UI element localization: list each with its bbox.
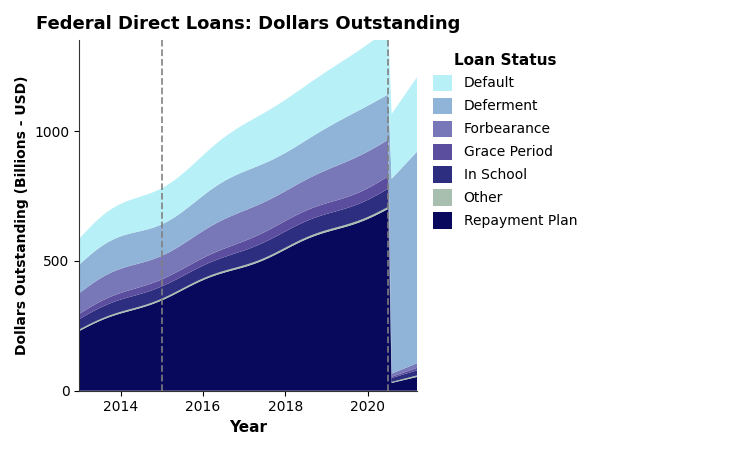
- X-axis label: Year: Year: [230, 420, 267, 435]
- Legend: Default, Deferment, Forbearance, Grace Period, In School, Other, Repayment Plan: Default, Deferment, Forbearance, Grace P…: [427, 47, 583, 234]
- Y-axis label: Dollars Outstanding (Billions - USD): Dollars Outstanding (Billions - USD): [15, 76, 29, 355]
- Title: Federal Direct Loans: Dollars Outstanding: Federal Direct Loans: Dollars Outstandin…: [36, 15, 460, 33]
